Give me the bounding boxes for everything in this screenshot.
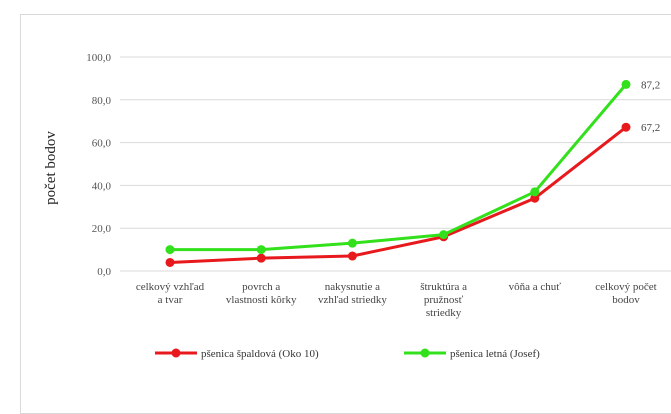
- y-axis-label: počet bodov: [43, 131, 59, 205]
- series-lines: 67,2 87,2: [165, 79, 660, 267]
- legend-swatch-marker: [420, 348, 430, 358]
- data-label: 87,2: [641, 79, 660, 91]
- data-point: [621, 122, 631, 132]
- y-tick-label: 0,0: [97, 266, 111, 278]
- gridlines: [120, 56, 671, 272]
- data-point: [621, 79, 631, 89]
- legend-entry: pšenica letná (Josef): [450, 348, 540, 360]
- x-category-label: povrch a vlastnosti kôrky: [226, 281, 297, 306]
- series-line: [170, 83, 628, 252]
- y-tick-label: 40,0: [92, 180, 112, 192]
- series-line: [169, 126, 627, 264]
- data-point: [347, 251, 357, 261]
- data-point: [256, 245, 266, 255]
- data-point: [347, 238, 357, 248]
- data-point: [530, 187, 540, 197]
- series-2: 87,2: [165, 79, 660, 255]
- series-1: 67,2: [165, 122, 660, 267]
- chart-frame: [20, 14, 671, 414]
- legend-entry: pšenica špaldová (Oko 10): [201, 348, 319, 360]
- data-point: [165, 245, 175, 255]
- x-category-label: celkový vzhľad a tvar: [136, 281, 205, 306]
- x-category-label: vôňa a chuť: [509, 281, 562, 293]
- data-point: [165, 257, 175, 267]
- data-point: [439, 230, 449, 240]
- legend-swatch-marker: [171, 348, 181, 358]
- x-category-label: štruktúra a pružnosť striedky: [420, 281, 467, 319]
- legend: pšenica špaldová (Oko 10) pšenica letná (…: [155, 348, 540, 360]
- x-category-label: celkový počet bodov: [595, 281, 656, 306]
- x-category-labels: celkový vzhľad a tvar povrch a vlastnosti k…: [136, 281, 657, 319]
- data-point: [256, 253, 266, 263]
- data-point: [530, 193, 540, 203]
- y-tick-labels: 0,0 20,0 40,0 60,0 80,0 100,0: [86, 52, 111, 278]
- data-label: 67,2: [641, 122, 660, 134]
- y-tick-label: 80,0: [92, 95, 112, 107]
- y-tick-label: 60,0: [92, 138, 112, 150]
- y-tick-label: 20,0: [92, 223, 112, 235]
- line-chart: počet bodov 0,0 20,0 40,0 60,0 80,0 100,0 cel…: [43, 52, 671, 360]
- y-tick-label: 100,0: [86, 52, 111, 64]
- x-category-label: nakysnutie a vzhľad striedky: [318, 281, 387, 306]
